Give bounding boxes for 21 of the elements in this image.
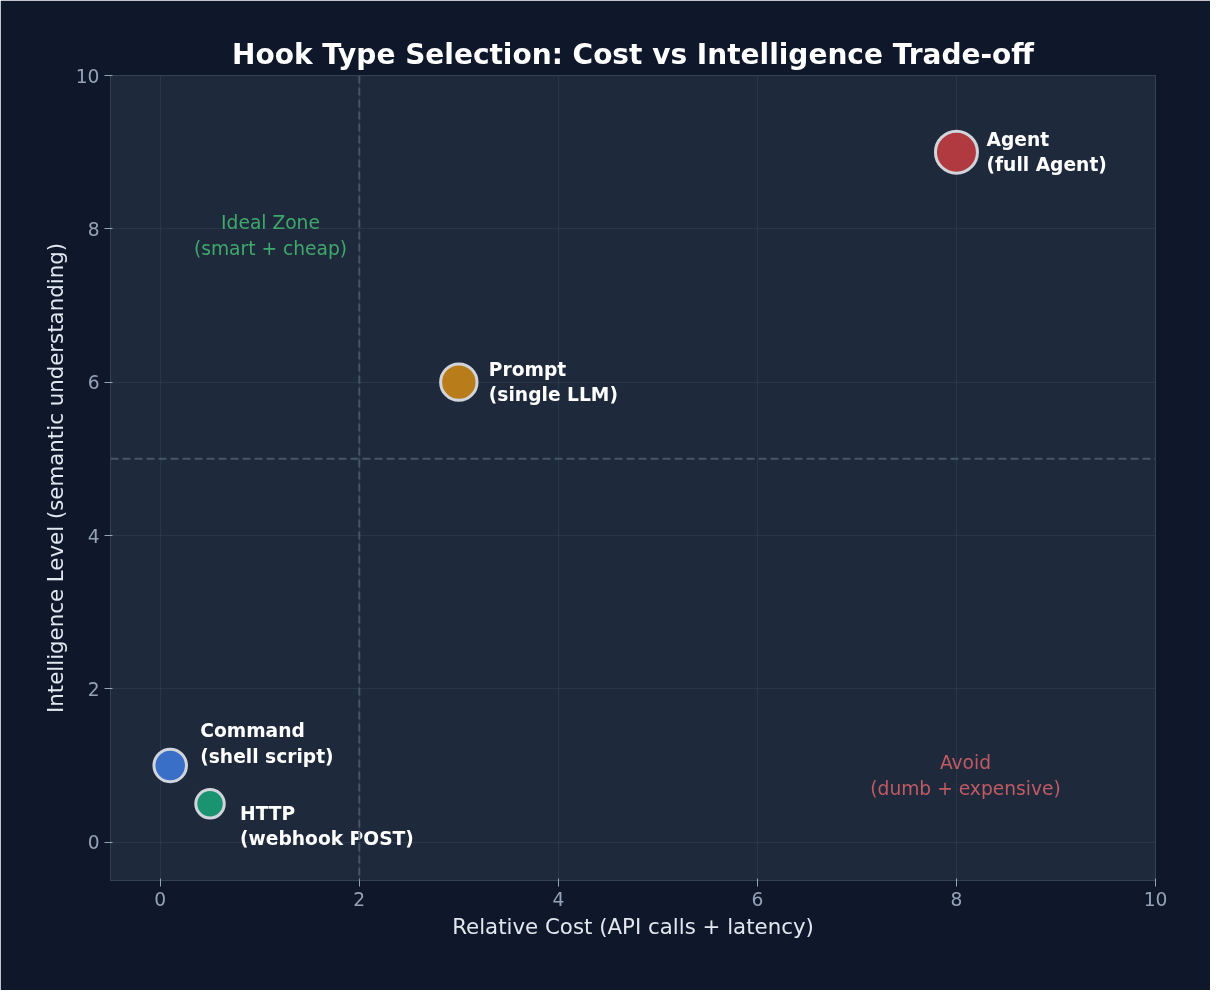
- x-tick-label: 6: [751, 888, 764, 910]
- x-tick-label: 2: [353, 888, 366, 910]
- annotation: Avoid (dumb + expensive): [870, 752, 1061, 799]
- annotation: Command (shell script): [200, 720, 334, 767]
- x-tick-label: 0: [154, 888, 167, 910]
- y-tick-label: 8: [87, 218, 100, 240]
- annotation: Agent (full Agent): [986, 129, 1107, 176]
- annotation: HTTP (webhook POST): [240, 802, 414, 849]
- y-axis-title: Intelligence Level (semantic understanding): [42, 242, 68, 714]
- y-tick-label: 2: [87, 678, 100, 700]
- y-tick-label: 10: [75, 65, 100, 87]
- x-tick-label: 4: [552, 888, 565, 910]
- chart-title: Hook Type Selection: Cost vs Intelligence Trade-off: [232, 37, 1035, 71]
- annotation: Prompt (single LLM): [488, 359, 618, 406]
- annotation: Ideal Zone (smart + cheap): [193, 212, 348, 259]
- y-tick-label: 6: [87, 372, 100, 394]
- x-tick-label: 10: [1143, 888, 1168, 910]
- y-tick-label: 4: [87, 525, 100, 547]
- y-tick-label: 0: [87, 832, 100, 854]
- x-axis-title: Relative Cost (API calls + latency): [452, 913, 814, 939]
- x-tick-label: 8: [950, 888, 963, 910]
